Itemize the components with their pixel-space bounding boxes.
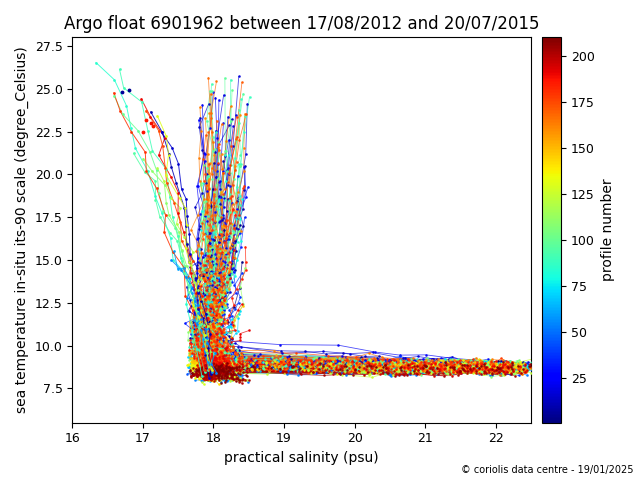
Y-axis label: sea temperature in-situ its-90 scale (degree_Celsius): sea temperature in-situ its-90 scale (de… (15, 47, 29, 413)
Y-axis label: profile number: profile number (600, 179, 614, 281)
Text: © coriolis data centre - 19/01/2025: © coriolis data centre - 19/01/2025 (461, 465, 634, 475)
Title: Argo float 6901962 between 17/08/2012 and 20/07/2015: Argo float 6901962 between 17/08/2012 an… (64, 15, 540, 33)
X-axis label: practical salinity (psu): practical salinity (psu) (225, 451, 379, 465)
